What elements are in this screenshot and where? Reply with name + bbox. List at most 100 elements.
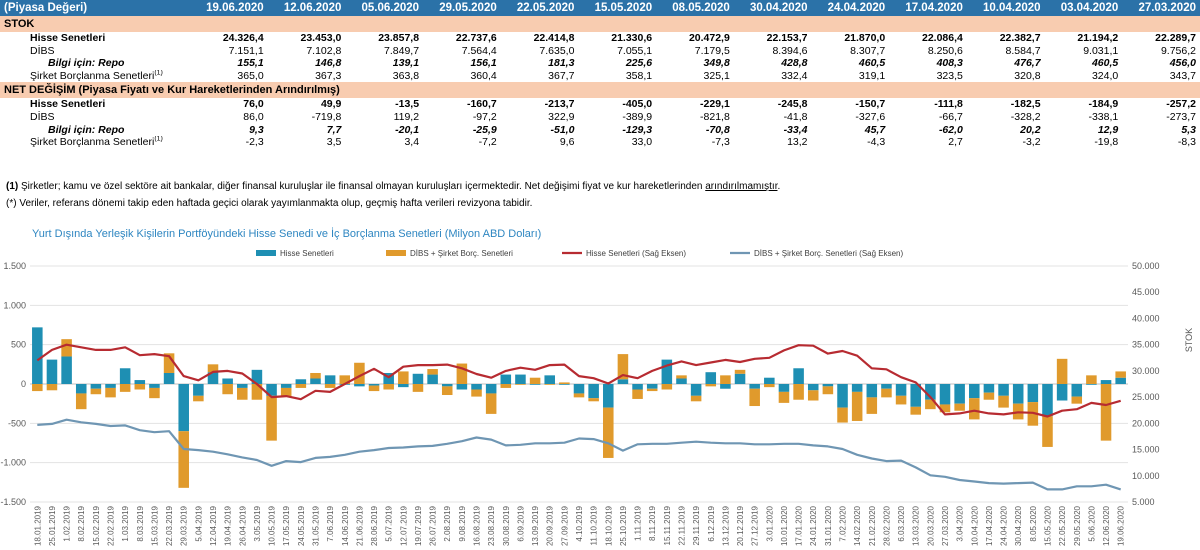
bar-hisse — [295, 379, 307, 384]
table-cell: 225,6 — [625, 57, 653, 70]
table-cell: -129,3 — [622, 123, 653, 136]
bar-hisse — [398, 384, 409, 388]
y-right-tick-label: 10.000 — [1132, 471, 1160, 481]
x-tick-label: 31.01.2020 — [824, 505, 833, 546]
table-cell: 320,8 — [1014, 69, 1041, 82]
table-cell: -66,7 — [938, 110, 963, 123]
data-table: (Piyasa Değeri) 19.06.2020 12.06.2020 05.0… — [0, 0, 1200, 149]
bar-dibs — [778, 391, 790, 403]
bar-dibs — [178, 431, 189, 488]
y-right-tick-label: 30.000 — [1132, 366, 1160, 376]
table-cell: -160,7 — [466, 98, 497, 111]
chart-bars — [32, 327, 1126, 488]
table-cell: 2,7 — [948, 136, 963, 149]
table-row: DİBS 7.151,1 7.102,8 7.849,7 7.564,4 7.635,0 7… — [0, 45, 1200, 58]
x-tick-label: 30.08.2019 — [502, 505, 511, 546]
bar-dibs — [954, 403, 965, 411]
bar-dibs — [383, 384, 394, 390]
bar-dibs — [1042, 416, 1053, 447]
x-tick-label: 24.04.2020 — [1000, 505, 1009, 546]
table-row: Hisse Senetleri 24.326,4 23.453,0 23.857,8 2… — [0, 32, 1200, 45]
date-header: 05.06.2020 — [345, 0, 424, 16]
bar-hisse — [895, 384, 907, 396]
row-label-text: Şirket Borçlanma Senetleri — [30, 136, 155, 149]
row-label: Bilgi için: Repo — [0, 57, 190, 70]
x-tick-label: 13.09.2019 — [531, 505, 540, 546]
x-tick-label: 18.01.2019 — [33, 505, 42, 546]
table-cell: -213,7 — [544, 98, 575, 111]
date-header: 03.04.2020 — [1044, 0, 1123, 16]
bar-dibs — [676, 375, 687, 379]
bar-dibs — [573, 393, 585, 398]
table-cell: 23.857,8 — [378, 32, 420, 44]
x-tick-label: 27.03.2020 — [941, 505, 950, 546]
x-tick-label: 19.04.2019 — [224, 505, 233, 546]
x-tick-label: 23.08.2019 — [487, 505, 496, 546]
row-label-text: Hisse Senetleri — [30, 32, 106, 44]
x-tick-label: 31.05.2019 — [311, 505, 320, 546]
table-cell: 9.031,1 — [1083, 44, 1119, 57]
table-cell: 7.635,0 — [539, 44, 575, 57]
x-tick-label: 6.03.2020 — [897, 505, 906, 541]
bar-hisse — [1056, 384, 1068, 401]
table-cell: -3,2 — [1022, 136, 1041, 149]
x-tick-label: 3.01.2020 — [765, 505, 774, 541]
table-cell: 119,2 — [393, 110, 420, 123]
bar-dibs — [266, 395, 277, 441]
y-axis-left: -1.500 -1.000 -500 0 500 1.000 1.500 — [0, 261, 26, 507]
footnote-1-underlined: arındırılmamıştır — [705, 181, 778, 192]
row-label: Şirket Borçlanma Senetleri(1) — [0, 70, 190, 83]
row-label: DİBS — [0, 45, 190, 58]
stok-section-title: STOK — [0, 16, 1200, 32]
x-tick-label: 15.11.2019 — [663, 505, 672, 545]
table-cell: -19,8 — [1094, 136, 1119, 149]
bar-dibs — [368, 385, 380, 392]
bar-hisse — [485, 384, 497, 394]
table-cell: -184,9 — [1088, 98, 1119, 111]
x-tick-label: 1.11.2019 — [634, 505, 643, 541]
x-tick-label: 19.07.2019 — [414, 505, 423, 546]
portfolio-table: (Piyasa Değeri) 19.06.2020 12.06.2020 05.0… — [0, 0, 1200, 149]
table-cell: 21.194,2 — [1077, 32, 1119, 44]
x-tick-label: 17.05.2019 — [282, 505, 291, 546]
table-cell: 22.289,7 — [1155, 32, 1196, 44]
table-cell: -70,8 — [705, 123, 730, 136]
bar-hisse — [75, 384, 87, 394]
bar-dibs — [632, 389, 643, 399]
row-label: Hisse Senetleri — [0, 98, 190, 111]
bar-dibs — [998, 395, 1009, 408]
y-left-tick-label: 1.000 — [3, 300, 26, 310]
x-tick-label: 8.11.2019 — [648, 505, 657, 541]
table-row: Bilgi için: Repo 9,3 7,7 -20,1 -25,9 -51,0 -12… — [0, 124, 1200, 137]
table-cell: 33,0 — [631, 136, 653, 149]
bar-hisse — [764, 377, 775, 384]
table-row: DİBS 86,0 -719,8 119,2 -97,2 322,9 -389,9 -821,… — [0, 111, 1200, 124]
table-cell: 322,9 — [548, 110, 575, 123]
table-cell: 456,0 — [1169, 57, 1196, 70]
table-cell: -245,8 — [777, 98, 808, 111]
x-tick-label: 8.03.2019 — [136, 505, 145, 541]
table-cell: 22.382,7 — [999, 32, 1041, 44]
legend-swatch — [386, 250, 406, 256]
bar-hisse — [280, 384, 292, 388]
bar-hisse — [427, 374, 438, 384]
stok-section-row: STOK — [0, 16, 1200, 32]
corner-label: (Piyasa Değeri) — [0, 0, 190, 16]
table-cell: 367,7 — [548, 69, 575, 82]
x-tick-label: 3.04.2020 — [956, 505, 965, 541]
row-label: Şirket Borçlanma Senetleri(1) — [0, 136, 190, 149]
table-cell: 3,4 — [404, 136, 420, 149]
y-right-tick-label: 40.000 — [1132, 313, 1160, 323]
bar-hisse — [266, 384, 277, 396]
net-section-title: NET DEĞİŞİM (Piyasa Fiyatı ve Kur Hareke… — [0, 82, 1200, 99]
bar-dibs — [851, 391, 863, 421]
date-header: 17.04.2020 — [889, 0, 967, 16]
bar-hisse — [193, 384, 204, 396]
y-left-tick-label: -1.000 — [0, 458, 26, 468]
bar-hisse — [866, 384, 878, 398]
bar-hisse — [1086, 384, 1097, 385]
x-tick-label: 16.08.2019 — [473, 505, 482, 546]
table-cell: -257,2 — [1166, 98, 1196, 111]
chart-legend: Hisse Senetleri DİBS + Şirket Borç. Senet… — [256, 249, 904, 258]
bar-hisse — [807, 384, 819, 391]
